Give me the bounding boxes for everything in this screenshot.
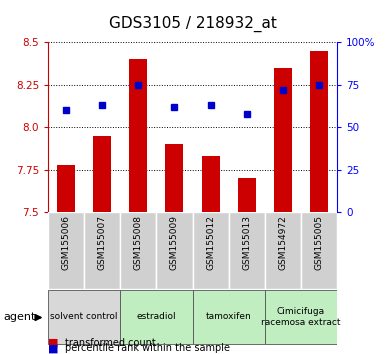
Text: tamoxifen: tamoxifen [206,312,251,321]
Text: GSM155008: GSM155008 [134,216,143,270]
Bar [166,144,184,212]
Bar [48,212,84,289]
Bar [229,212,265,289]
Bar [129,59,147,212]
Bar [57,165,75,212]
Bar [48,290,120,344]
Bar [84,212,120,289]
Text: GSM155006: GSM155006 [62,216,71,270]
Text: Cimicifuga
racemosa extract: Cimicifuga racemosa extract [261,307,340,326]
Text: GSM155009: GSM155009 [170,216,179,270]
Text: GSM155012: GSM155012 [206,216,215,270]
Bar [192,212,229,289]
Text: percentile rank within the sample: percentile rank within the sample [65,343,231,353]
Bar [265,290,337,344]
Bar [265,212,301,289]
Text: ■: ■ [48,338,59,348]
Bar [301,212,337,289]
Text: GSM154972: GSM154972 [278,216,287,270]
Bar [120,290,192,344]
Bar [274,68,292,212]
Text: transformed count: transformed count [65,338,156,348]
Text: GSM155007: GSM155007 [98,216,107,270]
Bar [156,212,192,289]
Text: GDS3105 / 218932_at: GDS3105 / 218932_at [109,16,276,32]
Text: solvent control: solvent control [50,312,118,321]
Text: agent: agent [4,312,36,322]
Bar [201,156,219,212]
Text: estradiol: estradiol [137,312,176,321]
Bar [192,290,265,344]
Text: GSM155013: GSM155013 [242,216,251,270]
Bar [238,178,256,212]
Bar [310,51,328,212]
Text: GSM155005: GSM155005 [314,216,323,270]
Bar [120,212,156,289]
Bar [93,136,111,212]
Text: ■: ■ [48,343,59,353]
